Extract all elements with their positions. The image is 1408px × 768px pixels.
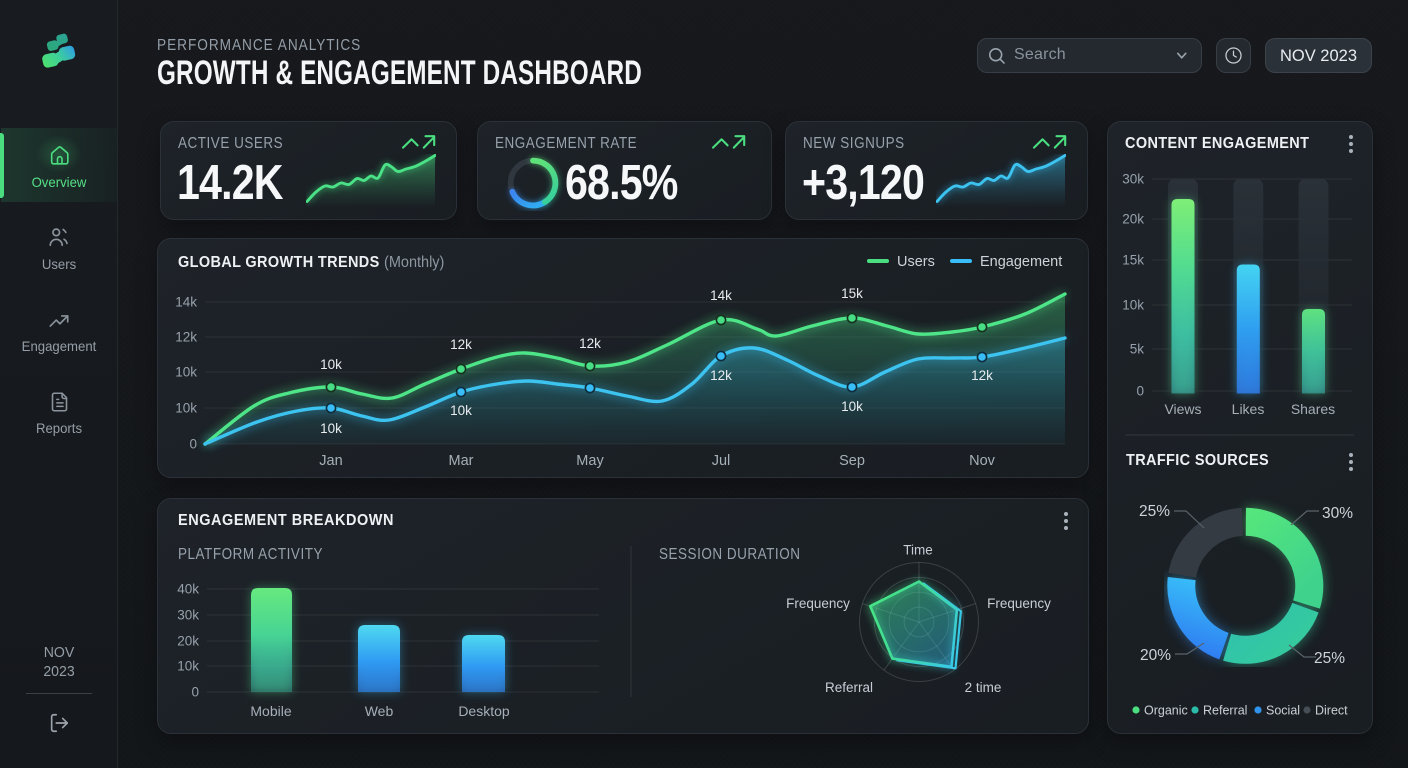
svg-text:Nov: Nov <box>969 453 996 469</box>
svg-text:10k: 10k <box>320 421 342 436</box>
svg-text:Referral: Referral <box>825 680 873 695</box>
svg-text:Frequency: Frequency <box>987 596 1051 611</box>
svg-text:Jan: Jan <box>319 453 342 469</box>
svg-text:25%: 25% <box>1139 503 1170 520</box>
svg-text:12k: 12k <box>175 330 197 345</box>
svg-text:Organic: Organic <box>1144 704 1188 718</box>
svg-text:Views: Views <box>1164 401 1201 417</box>
svg-text:10k: 10k <box>1122 298 1144 313</box>
svg-text:15k: 15k <box>1122 253 1144 268</box>
svg-text:0: 0 <box>1136 384 1144 399</box>
svg-text:20k: 20k <box>1122 212 1144 227</box>
svg-text:20k: 20k <box>177 634 199 649</box>
svg-text:12k: 12k <box>579 336 601 351</box>
svg-text:10k: 10k <box>320 357 342 372</box>
svg-text:Frequency: Frequency <box>786 596 850 611</box>
svg-text:12k: 12k <box>450 337 472 352</box>
svg-text:Desktop: Desktop <box>458 703 510 719</box>
svg-text:40k: 40k <box>177 582 199 597</box>
svg-text:Web: Web <box>365 703 394 719</box>
svg-text:Social: Social <box>1266 704 1300 718</box>
svg-text:10k: 10k <box>841 399 863 414</box>
svg-text:Sep: Sep <box>839 453 865 469</box>
svg-text:Referral: Referral <box>1203 704 1247 718</box>
svg-text:May: May <box>576 453 604 469</box>
svg-text:12k: 12k <box>971 368 993 383</box>
svg-text:14k: 14k <box>175 295 197 310</box>
svg-text:Mar: Mar <box>449 453 474 469</box>
svg-text:10k: 10k <box>450 403 472 418</box>
svg-text:Shares: Shares <box>1291 401 1335 417</box>
svg-text:5k: 5k <box>1130 342 1145 357</box>
svg-text:10k: 10k <box>177 659 199 674</box>
svg-text:20%: 20% <box>1140 647 1171 664</box>
svg-text:30%: 30% <box>1322 505 1353 522</box>
svg-text:10k: 10k <box>175 401 197 416</box>
svg-text:Likes: Likes <box>1232 401 1265 417</box>
svg-text:Jul: Jul <box>712 453 731 469</box>
svg-text:12k: 12k <box>710 368 732 383</box>
svg-text:10k: 10k <box>175 365 197 380</box>
svg-text:15k: 15k <box>841 286 863 301</box>
svg-text:30k: 30k <box>177 608 199 623</box>
svg-text:0: 0 <box>189 437 197 452</box>
svg-text:14k: 14k <box>710 288 732 303</box>
svg-text:Time: Time <box>903 543 933 558</box>
svg-text:30k: 30k <box>1122 172 1144 187</box>
svg-text:Direct: Direct <box>1315 704 1348 718</box>
svg-text:2 time: 2 time <box>965 680 1002 695</box>
svg-text:0: 0 <box>191 685 199 700</box>
svg-text:25%: 25% <box>1314 650 1345 667</box>
svg-text:Mobile: Mobile <box>250 703 291 719</box>
